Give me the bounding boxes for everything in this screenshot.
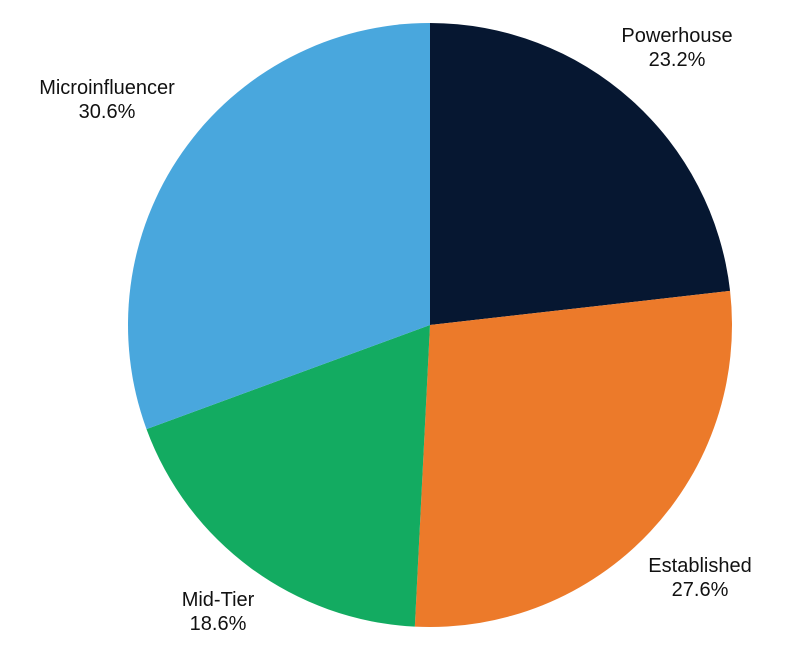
slice-value-powerhouse: 23.2%	[649, 49, 706, 71]
slice-label-established: Established	[648, 555, 751, 577]
slice-label-powerhouse: Powerhouse	[621, 25, 732, 47]
slice-label-mid-tier: Mid-Tier	[182, 589, 255, 611]
pie-slice-mid-tier	[146, 325, 430, 627]
slice-value-mid-tier: 18.6%	[190, 613, 247, 635]
slice-value-established: 27.6%	[672, 579, 729, 601]
pie-slice-established	[414, 290, 732, 628]
pie-slice-microinfluencer	[127, 23, 430, 430]
slice-value-microinfluencer: 30.6%	[79, 101, 136, 123]
slices-layer	[127, 23, 732, 628]
pie-slice-powerhouse	[430, 23, 731, 325]
slice-label-microinfluencer: Microinfluencer	[39, 77, 175, 99]
